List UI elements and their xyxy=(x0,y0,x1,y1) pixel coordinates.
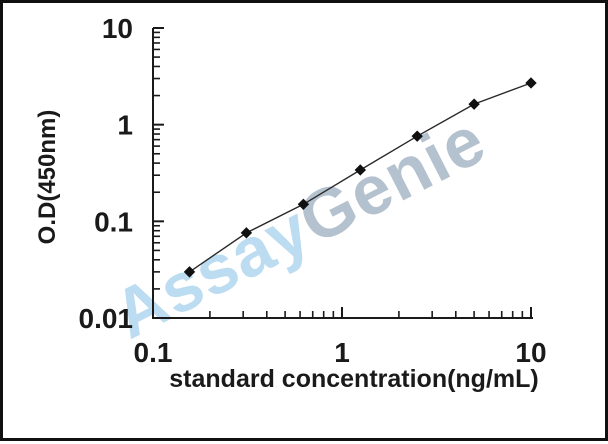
watermark-part2: Genie xyxy=(287,101,497,259)
data-point-marker xyxy=(297,198,310,211)
y-tick-label: 0.1 xyxy=(94,206,133,237)
data-point-marker xyxy=(240,227,253,239)
data-point-marker xyxy=(468,98,480,110)
data-point-marker xyxy=(525,77,537,89)
y-tick-label: 1 xyxy=(117,110,133,141)
y-tick-label: 10 xyxy=(102,13,133,44)
watermark-part1: Assay xyxy=(101,190,322,353)
data-point-marker xyxy=(183,266,196,278)
data-point-marker xyxy=(411,130,423,142)
y-tick-label: 0.01 xyxy=(79,303,134,334)
x-tick-label: 10 xyxy=(515,337,546,368)
x-tick-label: 1 xyxy=(334,337,350,368)
x-tick-label: 0.1 xyxy=(134,337,173,368)
y-axis-title: O.D(450nm) xyxy=(34,110,61,245)
data-point-marker xyxy=(354,164,367,176)
x-axis-title: standard concentration(ng/mL) xyxy=(169,365,538,393)
